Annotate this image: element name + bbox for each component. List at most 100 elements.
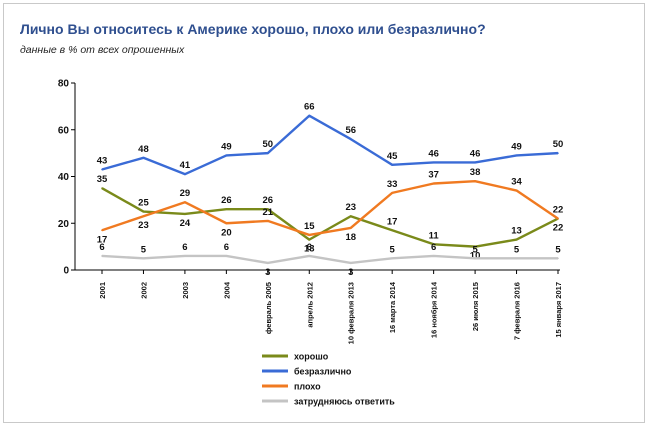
x-tick-label: 2003: [181, 282, 190, 299]
data-label: 22: [553, 205, 564, 216]
data-label: 23: [345, 202, 356, 213]
y-tick-label: 60: [58, 125, 70, 136]
data-point: [474, 161, 476, 164]
data-label: 10: [470, 251, 481, 262]
data-point: [391, 192, 393, 194]
data-point: [267, 262, 269, 264]
data-point: [184, 255, 186, 257]
data-point: [184, 201, 186, 204]
data-point: [557, 257, 559, 260]
data-label: 33: [387, 179, 398, 190]
data-label: 49: [511, 141, 522, 152]
data-point: [349, 215, 352, 218]
data-point: [308, 238, 311, 241]
y-tick-label: 20: [58, 219, 70, 230]
legend-label: хорошо: [294, 352, 329, 362]
data-label: 5: [555, 244, 561, 255]
data-point: [101, 168, 103, 171]
data-point: [142, 210, 145, 213]
data-point: [557, 217, 559, 220]
data-label: 5: [472, 244, 478, 255]
series-line: [101, 187, 559, 248]
data-point: [101, 255, 103, 257]
data-point: [349, 138, 352, 140]
series-1: 43 48 41 49 50 66 56 45 46 46 49 50: [97, 102, 563, 176]
series-0: 35 25 24 26 26 13 23 17 11 10 13 22: [97, 174, 564, 261]
x-tick-label: 16 ноября 2014: [430, 281, 439, 338]
y-tick-label: 0: [63, 266, 69, 277]
legend-label: затрудняюсь ответить: [294, 397, 395, 407]
data-point: [349, 262, 352, 264]
data-label: 46: [470, 148, 481, 159]
data-label: 13: [511, 226, 522, 237]
data-point: [557, 152, 559, 154]
series-3: 6 5 6 6 3 6 3 5 6 5 5 5: [99, 242, 561, 278]
data-point: [474, 257, 476, 260]
data-point: [308, 255, 311, 257]
x-tick-label: 2001: [98, 282, 107, 299]
series-line: [101, 114, 559, 176]
x-tick-label: 26 июля 2015: [471, 282, 480, 331]
data-point: [142, 215, 145, 218]
data-label: 15: [304, 221, 315, 232]
data-point: [432, 243, 435, 246]
data-point: [308, 114, 311, 117]
data-point: [349, 227, 352, 229]
data-point: [184, 173, 186, 175]
x-tick-label: февраль 2005: [264, 282, 273, 334]
y-tick-label: 40: [58, 172, 70, 183]
x-tick-label: 2004: [222, 281, 231, 299]
data-point: [515, 189, 518, 192]
data-point: [267, 208, 269, 211]
x-tick-label: 10 февраля 2013: [347, 282, 356, 344]
data-point: [225, 255, 228, 257]
data-label: 6: [99, 242, 104, 253]
data-label: 6: [307, 242, 312, 253]
data-label: 6: [182, 242, 187, 253]
data-label: 5: [141, 244, 147, 255]
data-point: [474, 245, 476, 248]
x-tick-label: 7 февраля 2016: [513, 282, 522, 340]
data-label: 46: [428, 148, 439, 159]
legend-label: плохо: [294, 382, 321, 392]
y-tick-label: 80: [58, 79, 70, 90]
data-label: 29: [180, 188, 191, 199]
data-label: 35: [97, 174, 108, 185]
data-point: [432, 182, 435, 185]
data-point: [267, 152, 269, 154]
data-label: 49: [221, 141, 232, 152]
data-point: [225, 154, 228, 157]
data-label: 5: [514, 244, 520, 255]
data-label: 3: [348, 267, 353, 278]
data-label: 48: [138, 144, 149, 155]
data-label: 38: [470, 167, 481, 178]
data-label: 20: [221, 227, 232, 238]
data-label: 23: [138, 220, 149, 231]
data-point: [101, 229, 103, 232]
legend-label: безразлично: [294, 367, 352, 377]
data-label: 18: [345, 232, 356, 243]
data-label: 43: [97, 155, 108, 166]
data-label: 21: [263, 207, 274, 218]
data-point: [515, 257, 518, 260]
data-point: [474, 180, 476, 182]
data-point: [308, 234, 311, 236]
series-2: 17 23 29 20 21 15 18 33 37 38 34 22: [97, 167, 564, 245]
data-label: 13: [304, 244, 315, 255]
data-point: [515, 238, 518, 241]
data-point: [184, 213, 186, 215]
series-line: [101, 179, 559, 237]
data-point: [267, 220, 269, 222]
data-label: 5: [390, 244, 396, 255]
data-point: [225, 208, 228, 211]
data-label: 11: [429, 230, 440, 241]
data-label: 37: [428, 170, 439, 181]
data-point: [391, 229, 393, 232]
chart-title: Лично Вы относитесь к Америке хорошо, пл…: [20, 21, 486, 37]
data-point: [515, 154, 518, 157]
data-point: [142, 157, 145, 159]
data-label: 6: [224, 242, 229, 253]
chart-frame: [3, 3, 645, 423]
x-tick-label: 2002: [139, 282, 148, 299]
data-point: [432, 161, 435, 164]
